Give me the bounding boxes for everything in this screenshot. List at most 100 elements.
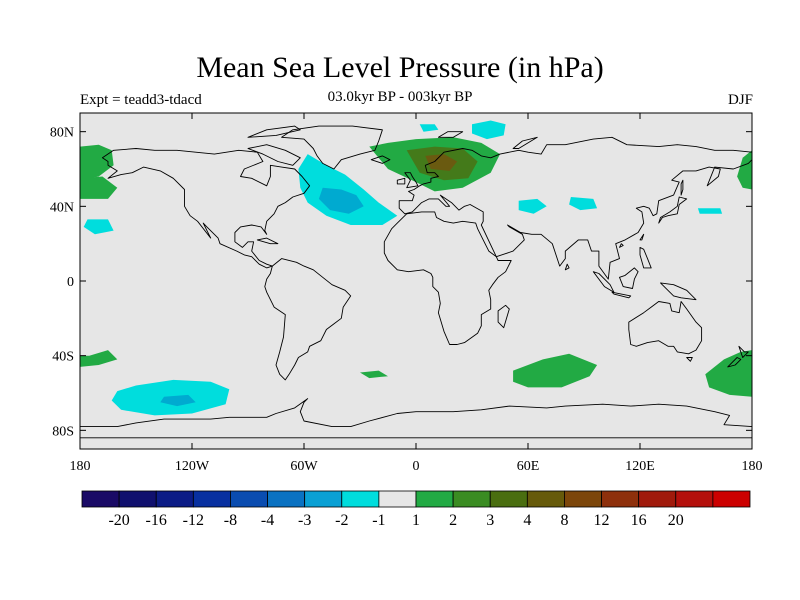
- coastline-svalbard: [437, 131, 464, 138]
- colorbar-box: [601, 490, 640, 508]
- coastline-australia: [628, 301, 703, 355]
- colorbar-box: [155, 490, 194, 508]
- coastline-north-america: [101, 148, 311, 269]
- region-south-atlantic-positive-small: [360, 370, 388, 379]
- colorbar-label: 4: [523, 512, 531, 529]
- colorbar-label: -20: [108, 512, 129, 529]
- region-north-pacific-positive-south: [80, 176, 118, 199]
- coastline-madagascar: [497, 304, 510, 329]
- map-axes: 80N 40N 0 40S 80S 180 120W 60W 0 60E 120E 180: [50, 113, 763, 474]
- coastline-new-guinea: [660, 282, 697, 301]
- colorbar-label: 16: [631, 512, 647, 529]
- y-tick-label: 0: [67, 275, 74, 290]
- region-middle-east-negative: [518, 198, 547, 214]
- colorbar-box: [638, 490, 677, 508]
- plot-title: Mean Sea Level Pressure (in hPa): [196, 51, 604, 84]
- coastline-south-america: [264, 258, 352, 381]
- region-kamchatka-negative: [697, 208, 723, 214]
- coastline-tasmania: [686, 357, 693, 362]
- coastline-novaya-zemlya: [512, 136, 538, 149]
- coastline-uk: [404, 172, 419, 189]
- season-label: DJF: [727, 92, 753, 108]
- x-tick-label: 0: [413, 459, 420, 474]
- colorbar-label: -2: [335, 512, 348, 529]
- coastline-greenland: [281, 125, 383, 170]
- colorbar-box: [415, 490, 454, 508]
- period-label: 03.0kyr BP - 003kyr BP: [327, 89, 473, 105]
- coastline-java: [611, 291, 632, 299]
- coastline-antarctica: [80, 398, 752, 439]
- coastline-philippines: [639, 246, 652, 269]
- coastline-sumatra: [592, 271, 615, 293]
- x-tick-label: 60W: [290, 459, 318, 474]
- colorbar-box: [526, 490, 565, 508]
- x-tick-label: 180: [70, 459, 91, 474]
- colorbar-box: [81, 490, 120, 508]
- colorbar-box: [489, 490, 528, 508]
- colorbar-label: 1: [412, 512, 420, 529]
- colorbar-label: 12: [594, 512, 610, 529]
- region-east-pacific-negative: [83, 219, 114, 235]
- colorbar-label: -12: [183, 512, 204, 529]
- coastline-hainan: [619, 243, 624, 248]
- x-tick-label: 180: [742, 459, 763, 474]
- coastline-new-zealand-south: [727, 357, 742, 368]
- colorbar-label: 8: [560, 512, 568, 529]
- coastline-baffin-island: [247, 144, 301, 166]
- coastline-sri-lanka: [564, 263, 570, 271]
- coastline-new-zealand-north: [738, 345, 749, 358]
- coastline-iceland: [370, 155, 391, 164]
- region-north-pacific-positive-east: [737, 150, 752, 190]
- coastline-europe-asia: [398, 136, 752, 280]
- x-tick-label: 120W: [175, 459, 210, 474]
- coastline-ireland: [396, 177, 406, 185]
- region-arctic-negative-small: [419, 124, 439, 132]
- region-north-pacific-positive-west: [80, 144, 114, 181]
- colorbar-label: 3: [486, 512, 494, 529]
- colorbar-box: [192, 490, 231, 508]
- region-south-pacific-negative-core: [160, 394, 196, 407]
- coastline-borneo: [619, 267, 639, 289]
- colorbar-label: -8: [224, 512, 237, 529]
- colorbar-box: [267, 490, 306, 508]
- colorbar-label: -16: [146, 512, 167, 529]
- x-tick-label: 120E: [625, 459, 655, 474]
- colorbar-box: [341, 490, 380, 508]
- y-tick-label: 80N: [50, 126, 74, 141]
- colorbar-box: [118, 490, 157, 508]
- experiment-label: Expt = teadd3-tdacd: [80, 92, 202, 108]
- colorbar-label: 20: [668, 512, 684, 529]
- coastline-japan: [658, 196, 688, 224]
- colorbar-box: [675, 490, 714, 508]
- y-tick-label: 80S: [52, 424, 74, 439]
- coastline-africa: [383, 211, 512, 345]
- colorbar-box: [230, 490, 268, 508]
- coastline-cuba: [256, 237, 279, 245]
- colorbar-box: [378, 490, 417, 508]
- colorbar-box: [452, 490, 491, 508]
- coastline-ellesmere: [247, 125, 301, 138]
- anomaly-regions: [80, 120, 752, 416]
- colorbar-label: 2: [449, 512, 457, 529]
- coastline-taiwan: [639, 233, 645, 241]
- region-north-atlantic-negative: [298, 154, 398, 225]
- y-tick-label: 40S: [52, 350, 74, 365]
- region-tasman-positive: [705, 350, 752, 397]
- colorbar-box: [304, 490, 343, 508]
- coastline-sakhalin: [680, 179, 684, 196]
- region-central-asia-negative: [569, 197, 598, 211]
- region-south-pacific-positive: [80, 350, 118, 367]
- colorbar-label: -3: [298, 512, 311, 529]
- y-tick-label: 40N: [50, 200, 74, 215]
- coastlines: [80, 125, 752, 439]
- region-arctic-negative: [472, 120, 506, 140]
- region-europe-positive-center: [425, 154, 458, 171]
- colorbar-box: [712, 490, 751, 508]
- region-north-atlantic-negative-core: [318, 187, 364, 214]
- colorbar-label: -1: [372, 512, 385, 529]
- colorbar-box: [564, 490, 602, 508]
- x-tick-label: 60E: [517, 459, 540, 474]
- colorbar-label: -4: [261, 512, 274, 529]
